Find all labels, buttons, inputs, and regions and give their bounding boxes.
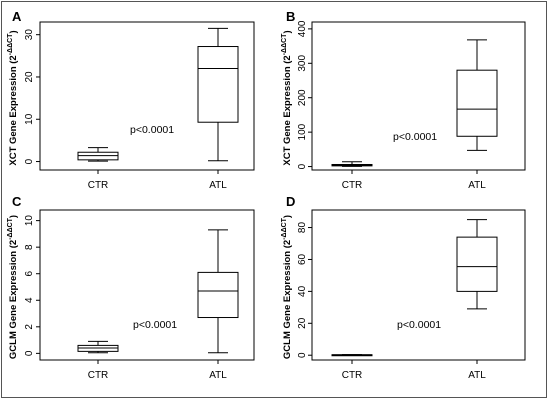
p-value-annotation: p<0.0001 [130, 124, 174, 136]
panel-letter: A [12, 9, 22, 24]
x-category-label: CTR [88, 370, 109, 381]
y-axis-label-main: GCLM Gene Expression (2 [282, 240, 293, 359]
y-tick-label: 60 [297, 253, 308, 265]
box-iqr [456, 236, 498, 292]
box-iqr [456, 69, 498, 137]
y-axis-label-superscript: -ΔΔCT [281, 33, 288, 55]
y-axis-label-superscript: -ΔΔCT [7, 33, 14, 55]
x-category-label: CTR [342, 180, 363, 191]
y-tick-label: 80 [297, 222, 308, 234]
x-category-label: ATL [209, 180, 227, 191]
x-category-label: ATL [468, 370, 486, 381]
y-tick-label: 10 [24, 113, 35, 125]
panel-letter: B [286, 9, 295, 24]
y-tick-label: 8 [24, 244, 35, 250]
plot-area-frame [39, 209, 255, 361]
y-tick-label: 100 [297, 123, 308, 140]
y-axis-label-end: ) [8, 30, 19, 33]
y-tick-label: 4 [24, 297, 35, 303]
y-axis-label-end: ) [8, 215, 19, 218]
box-iqr [197, 46, 239, 123]
y-tick-label: 400 [297, 20, 308, 37]
x-category-label: CTR [88, 180, 109, 191]
plot-area-frame [39, 21, 255, 171]
y-tick-label: 40 [297, 285, 308, 297]
y-tick-label: 0 [297, 163, 308, 169]
p-value-annotation: p<0.0001 [393, 131, 437, 143]
y-tick-label: 20 [297, 317, 308, 329]
y-tick-label: 300 [297, 55, 308, 72]
y-axis-label-main: XCT Gene Expression (2 [8, 55, 19, 165]
y-tick-label: 0 [24, 350, 35, 356]
y-tick-label: 2 [24, 324, 35, 330]
x-category-label: ATL [468, 180, 486, 191]
y-tick-label: 6 [24, 270, 35, 276]
y-tick-label: 10 [24, 215, 35, 227]
y-axis-label: GCLM Gene Expression (2-ΔΔCT) [7, 215, 19, 359]
plot-area-frame [311, 21, 526, 171]
y-axis-label-superscript: -ΔΔCT [281, 217, 288, 239]
p-value-annotation: p<0.0001 [397, 319, 441, 331]
x-category-label: ATL [209, 370, 227, 381]
p-value-annotation: p<0.0001 [133, 319, 177, 331]
plot-area-frame [311, 209, 526, 361]
y-tick-label: 0 [24, 158, 35, 164]
y-tick-label: 20 [24, 71, 35, 83]
y-axis-label-superscript: -ΔΔCT [7, 217, 14, 239]
y-axis-label: XCT Gene Expression (2-ΔΔCT) [281, 30, 293, 165]
y-axis-label-main: XCT Gene Expression (2 [282, 55, 293, 165]
y-axis-label-end: ) [282, 215, 293, 218]
y-axis-label: GCLM Gene Expression (2-ΔΔCT) [281, 215, 293, 359]
panel-letter: C [12, 194, 22, 209]
y-tick-label: 200 [297, 89, 308, 106]
y-axis-label: XCT Gene Expression (2-ΔΔCT) [7, 30, 19, 165]
box-iqr [197, 271, 239, 319]
x-category-label: CTR [342, 370, 363, 381]
y-tick-label: 0 [297, 352, 308, 358]
y-axis-label-end: ) [282, 30, 293, 33]
panel-letter: D [286, 194, 295, 209]
y-tick-label: 30 [24, 29, 35, 41]
y-axis-label-main: GCLM Gene Expression (2 [8, 240, 19, 359]
